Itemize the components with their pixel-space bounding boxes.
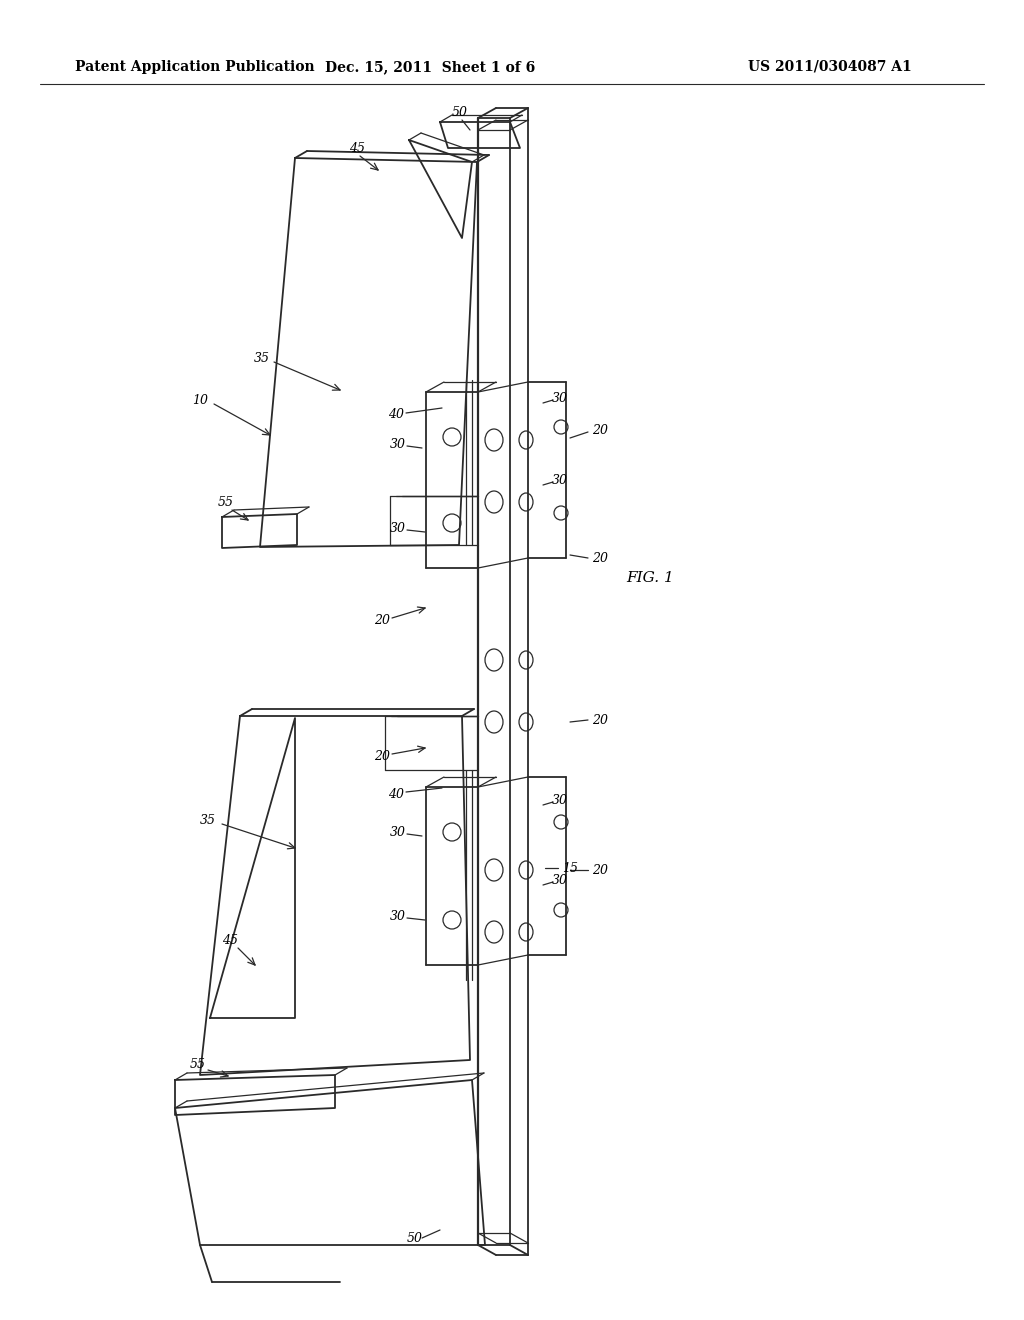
Text: 30: 30	[552, 793, 568, 807]
Text: 30: 30	[390, 437, 406, 450]
Text: 30: 30	[552, 474, 568, 487]
Text: 20: 20	[592, 714, 608, 726]
Text: 30: 30	[390, 521, 406, 535]
Text: 30: 30	[552, 874, 568, 887]
Text: 50: 50	[452, 106, 468, 119]
Text: 20: 20	[592, 552, 608, 565]
Text: Patent Application Publication: Patent Application Publication	[75, 59, 314, 74]
Text: 10: 10	[193, 393, 208, 407]
Text: 55: 55	[218, 495, 234, 508]
Text: 55: 55	[190, 1059, 206, 1072]
Text: Dec. 15, 2011  Sheet 1 of 6: Dec. 15, 2011 Sheet 1 of 6	[325, 59, 536, 74]
Text: 20: 20	[592, 863, 608, 876]
Text: 30: 30	[390, 909, 406, 923]
Text: 35: 35	[254, 351, 270, 364]
Text: 20: 20	[374, 750, 390, 763]
Text: 45: 45	[222, 933, 238, 946]
Text: 40: 40	[388, 408, 404, 421]
Text: 40: 40	[388, 788, 404, 800]
Text: US 2011/0304087 A1: US 2011/0304087 A1	[749, 59, 912, 74]
Text: 20: 20	[592, 424, 608, 437]
Text: 50: 50	[407, 1232, 423, 1245]
Text: FIG. 1: FIG. 1	[626, 572, 674, 585]
Text: 15: 15	[562, 862, 578, 874]
Text: 35: 35	[200, 813, 216, 826]
Text: 45: 45	[349, 141, 365, 154]
Text: 30: 30	[390, 825, 406, 838]
Text: 30: 30	[552, 392, 568, 404]
Text: 20: 20	[374, 614, 390, 627]
